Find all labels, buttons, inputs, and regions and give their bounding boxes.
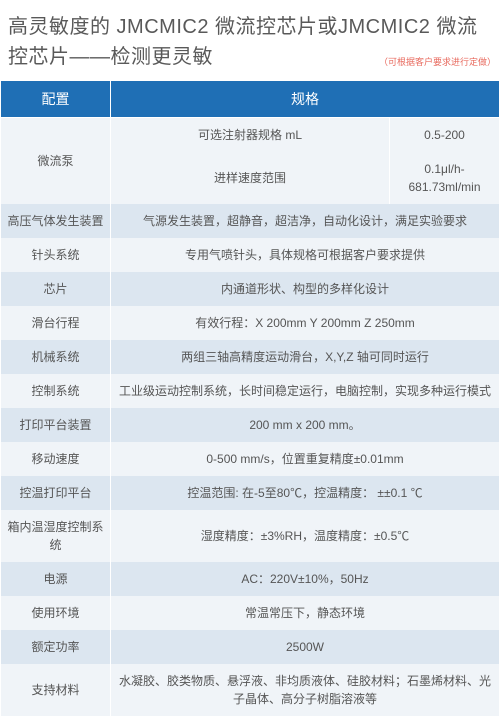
cell-spec: 2500W [111, 630, 500, 664]
cell-config: 针头系统 [1, 238, 111, 272]
cell-config: 支持材料 [1, 664, 111, 716]
table-row: 滑台行程 有效行程：X 200mm Y 200mm Z 250mm [1, 306, 500, 340]
cell-spec: 0-500 mm/s，位置重复精度±0.01mm [111, 442, 500, 476]
cell-spec: 湿度精度：±3%RH，温度精度：±0.5℃ [111, 510, 500, 562]
cell-config: 移动速度 [1, 442, 111, 476]
cell-config: 芯片 [1, 272, 111, 306]
header-config: 配置 [1, 81, 111, 118]
cell-config: 高压气体发生装置 [1, 204, 111, 238]
title-note: （可根据客户要求进行定做） [379, 55, 496, 68]
cell-config: 打印平台装置 [1, 408, 111, 442]
table-row: 芯片 内通道形状、构型的多样化设计 [1, 272, 500, 306]
spec-table: 配置 规格 微流泵 可选注射器规格 mL 0.5-200 进样速度范围 0.1μ… [0, 80, 500, 716]
cell-spec: 工业级运动控制系统，长时间稳定运行，电脑控制，实现多种运行模式 [111, 374, 500, 408]
cell-config: 微流泵 [1, 118, 111, 205]
table-row: 高压气体发生装置 气源发生装置，超静音，超洁净，自动化设计，满足实验要求 [1, 204, 500, 238]
table-row: 控制系统 工业级运动控制系统，长时间稳定运行，电脑控制，实现多种运行模式 [1, 374, 500, 408]
cell-config: 箱内温湿度控制系统 [1, 510, 111, 562]
cell-config: 控制系统 [1, 374, 111, 408]
cell-spec: 进样速度范围 [111, 152, 390, 204]
table-row: 微流泵 可选注射器规格 mL 0.5-200 [1, 118, 500, 153]
table-row: 移动速度 0-500 mm/s，位置重复精度±0.01mm [1, 442, 500, 476]
table-row: 支持材料 水凝胶、胶类物质、悬浮液、非均质液体、硅胶材料；石墨烯材料、光子晶体、… [1, 664, 500, 716]
table-row: 箱内温湿度控制系统 湿度精度：±3%RH，温度精度：±0.5℃ [1, 510, 500, 562]
cell-config: 电源 [1, 562, 111, 596]
cell-spec: 专用气喷针头，具体规格可根据客户要求提供 [111, 238, 500, 272]
cell-value: 0.5-200 [390, 118, 500, 153]
cell-config: 滑台行程 [1, 306, 111, 340]
cell-spec: AC：220V±10%，50Hz [111, 562, 500, 596]
cell-config: 额定功率 [1, 630, 111, 664]
cell-spec: 控温范围: 在-5至80℃，控温精度： ±±0.1 ℃ [111, 476, 500, 510]
table-row: 针头系统 专用气喷针头，具体规格可根据客户要求提供 [1, 238, 500, 272]
header-spec: 规格 [111, 81, 500, 118]
cell-spec: 可选注射器规格 mL [111, 118, 390, 153]
cell-spec: 常温常压下，静态环境 [111, 596, 500, 630]
cell-spec: 200 mm x 200 mm。 [111, 408, 500, 442]
table-row: 使用环境 常温常压下，静态环境 [1, 596, 500, 630]
table-row: 控温打印平台 控温范围: 在-5至80℃，控温精度： ±±0.1 ℃ [1, 476, 500, 510]
cell-spec: 内通道形状、构型的多样化设计 [111, 272, 500, 306]
cell-spec: 水凝胶、胶类物质、悬浮液、非均质液体、硅胶材料；石墨烯材料、光子晶体、高分子树脂… [111, 664, 500, 716]
cell-spec: 气源发生装置，超静音，超洁净，自动化设计，满足实验要求 [111, 204, 500, 238]
table-row: 打印平台装置 200 mm x 200 mm。 [1, 408, 500, 442]
cell-spec: 两组三轴高精度运动滑台，X,Y,Z 轴可同时运行 [111, 340, 500, 374]
table-row: 电源 AC：220V±10%，50Hz [1, 562, 500, 596]
cell-config: 控温打印平台 [1, 476, 111, 510]
cell-spec: 有效行程：X 200mm Y 200mm Z 250mm [111, 306, 500, 340]
cell-config: 机械系统 [1, 340, 111, 374]
cell-value: 0.1μl/h-681.73ml/min [390, 152, 500, 204]
table-header-row: 配置 规格 [1, 81, 500, 118]
table-row: 额定功率 2500W [1, 630, 500, 664]
table-row: 机械系统 两组三轴高精度运动滑台，X,Y,Z 轴可同时运行 [1, 340, 500, 374]
cell-config: 使用环境 [1, 596, 111, 630]
title-area: 高灵敏度的 JMCMIC2 微流控芯片或JMCMIC2 微流控芯片——检测更灵敏… [0, 0, 500, 80]
